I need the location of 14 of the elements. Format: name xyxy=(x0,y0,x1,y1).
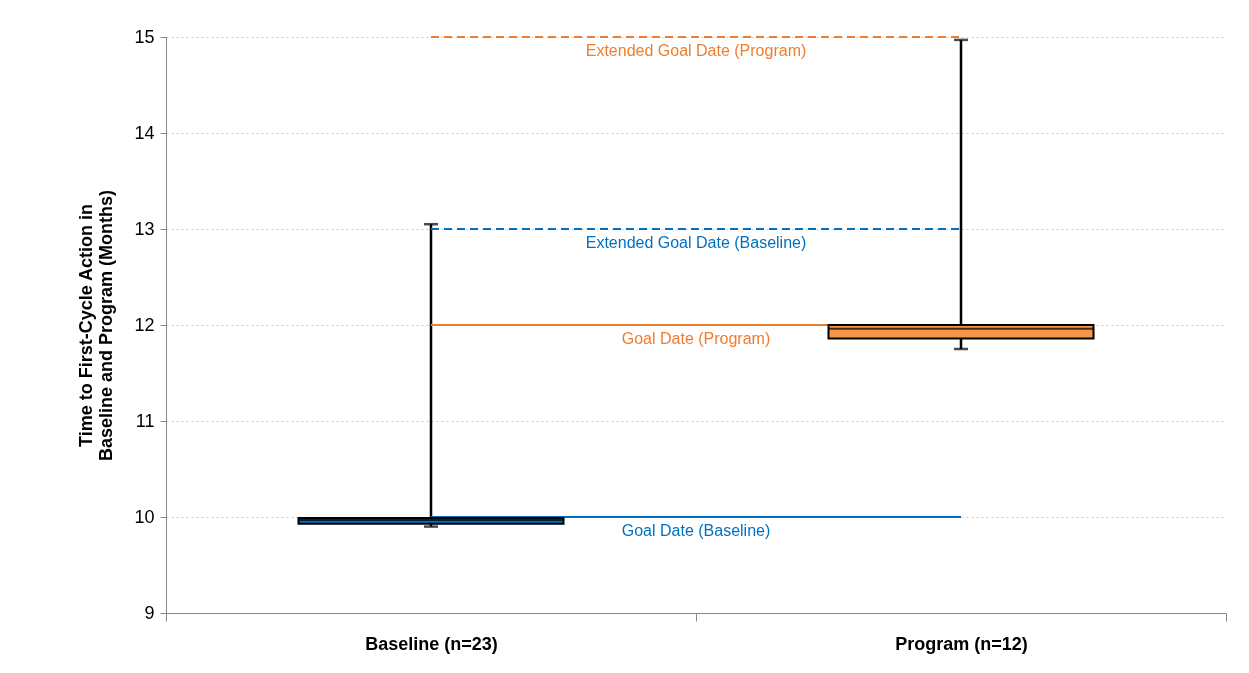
y-tick-label: 14 xyxy=(134,122,155,143)
y-tick-label: 12 xyxy=(134,314,155,335)
ref-line-label: Goal Date (Baseline) xyxy=(621,522,771,539)
y-tick-label: 15 xyxy=(134,26,155,47)
y-tick-label: 13 xyxy=(134,218,155,239)
ref-line-label: Extended Goal Date (Baseline) xyxy=(585,234,807,251)
ref-line-label: Extended Goal Date (Program) xyxy=(585,42,807,59)
y-tick-label: 9 xyxy=(144,602,155,623)
y-tick-label: 10 xyxy=(134,506,155,527)
y-axis-title: Time to First-Cycle Action in Baseline and Program (Months) xyxy=(76,189,117,462)
x-tick-label: Baseline (n=23) xyxy=(365,633,498,654)
x-tick-label: Program (n=12) xyxy=(895,633,1028,654)
y-tick-label: 11 xyxy=(135,410,155,431)
ref-line-label: Goal Date (Program) xyxy=(621,330,771,347)
